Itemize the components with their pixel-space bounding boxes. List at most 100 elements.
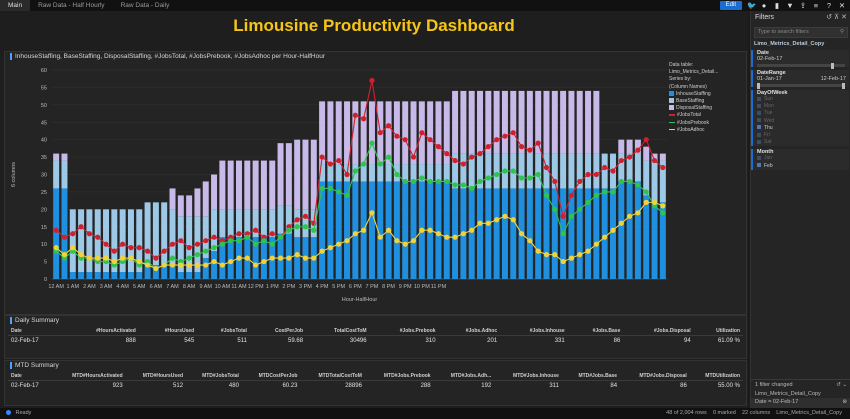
data-point[interactable] xyxy=(419,227,425,233)
bar-segment[interactable] xyxy=(202,258,209,279)
bar-segment[interactable] xyxy=(144,202,151,266)
bar-segment[interactable] xyxy=(551,90,558,154)
bar-segment[interactable] xyxy=(443,181,450,279)
data-point[interactable] xyxy=(502,213,508,219)
data-point[interactable] xyxy=(352,231,358,237)
data-point[interactable] xyxy=(194,262,201,268)
bar-segment[interactable] xyxy=(94,272,101,279)
bar-segment[interactable] xyxy=(277,205,284,234)
bar-segment[interactable] xyxy=(526,153,533,189)
bar-segment[interactable] xyxy=(285,143,292,206)
bar-segment[interactable] xyxy=(127,209,134,273)
data-point[interactable] xyxy=(518,175,525,181)
checkbox-icon[interactable] xyxy=(757,118,761,123)
data-point[interactable] xyxy=(460,161,466,167)
data-point[interactable] xyxy=(377,130,383,136)
bar-segment[interactable] xyxy=(634,153,641,182)
filter-icon[interactable]: ▼ xyxy=(786,1,794,10)
bar-segment[interactable] xyxy=(560,90,567,154)
filter-checkbox-fri[interactable]: Fri xyxy=(757,132,849,139)
tab-main[interactable]: Main xyxy=(0,0,31,11)
legend-item[interactable]: InhouseStaffing xyxy=(669,91,718,98)
data-point[interactable] xyxy=(410,238,417,244)
filter-checkbox-mon[interactable]: Mon xyxy=(757,103,849,110)
bar-segment[interactable] xyxy=(169,265,176,279)
bar-segment[interactable] xyxy=(236,209,242,238)
filter-checkbox-jan[interactable]: Jan xyxy=(757,155,849,162)
bar-segment[interactable] xyxy=(78,272,85,279)
data-point[interactable] xyxy=(494,171,500,178)
data-point[interactable] xyxy=(244,234,250,240)
data-point[interactable] xyxy=(344,238,350,244)
data-point[interactable] xyxy=(236,238,242,244)
bar-segment[interactable] xyxy=(601,188,608,279)
data-point[interactable] xyxy=(427,178,433,185)
data-point[interactable] xyxy=(518,144,525,150)
data-point[interactable] xyxy=(535,140,541,146)
data-point[interactable] xyxy=(568,192,575,198)
bar-segment[interactable] xyxy=(477,153,483,189)
data-point[interactable] xyxy=(552,252,558,258)
data-point[interactable] xyxy=(602,234,608,240)
data-point[interactable] xyxy=(452,182,458,188)
data-point[interactable] xyxy=(344,171,350,178)
data-point[interactable] xyxy=(269,231,275,237)
filter-checkbox-sat[interactable]: Sat xyxy=(757,139,849,146)
bar-segment[interactable] xyxy=(285,205,292,234)
filter-checkbox-wed[interactable]: Wed xyxy=(757,118,849,125)
data-point[interactable] xyxy=(269,255,275,261)
data-point[interactable] xyxy=(302,224,309,230)
data-point[interactable] xyxy=(385,123,392,129)
pin-icon[interactable]: ⊼ xyxy=(834,14,840,21)
data-point[interactable] xyxy=(377,234,383,240)
data-point[interactable] xyxy=(444,178,450,185)
bar-segment[interactable] xyxy=(626,153,633,182)
bar-segment[interactable] xyxy=(659,153,666,161)
bar-segment[interactable] xyxy=(518,153,525,189)
share-icon[interactable]: ⇪ xyxy=(799,1,807,10)
data-point[interactable] xyxy=(477,220,483,226)
bar-segment[interactable] xyxy=(576,188,583,279)
bar-segment[interactable] xyxy=(111,209,118,273)
menu-icon[interactable]: ≡ xyxy=(813,1,819,10)
bar-segment[interactable] xyxy=(468,153,475,189)
table-header-cell[interactable]: MTD#HoursActivated xyxy=(51,372,126,381)
table-header-cell[interactable]: MTD#JobsTotal xyxy=(186,372,242,381)
data-point[interactable] xyxy=(385,227,392,233)
legend-item[interactable]: #JobsPrebook xyxy=(669,120,718,127)
bar-segment[interactable] xyxy=(202,216,209,259)
data-point[interactable] xyxy=(635,147,641,153)
data-point[interactable] xyxy=(602,164,608,171)
data-point[interactable] xyxy=(435,178,442,185)
table-header-cell[interactable]: TotalCostToM xyxy=(306,327,370,336)
bar-segment[interactable] xyxy=(618,139,625,154)
legend-item[interactable]: #JobsTotal xyxy=(669,112,718,119)
bar-segment[interactable] xyxy=(468,188,475,279)
table-header-cell[interactable]: #Jobs.Base xyxy=(567,327,624,336)
x-axis-label[interactable]: Hour-HalfHour xyxy=(342,297,378,303)
data-point[interactable] xyxy=(469,185,475,192)
bar-segment[interactable] xyxy=(543,188,550,279)
bar-segment[interactable] xyxy=(560,153,567,189)
data-point[interactable] xyxy=(477,178,483,185)
data-point[interactable] xyxy=(302,255,309,261)
table-row[interactable]: 02-Feb-17 888 545 511 59.68 30496 310 201 331 86 9… xyxy=(8,336,743,346)
bar-segment[interactable] xyxy=(360,101,367,165)
data-point[interactable] xyxy=(510,130,516,136)
bar-segment[interactable] xyxy=(427,101,434,165)
bar-segment[interactable] xyxy=(452,153,459,189)
data-point[interactable] xyxy=(427,137,433,143)
bar-segment[interactable] xyxy=(152,265,159,279)
bar-segment[interactable] xyxy=(310,139,317,210)
data-point[interactable] xyxy=(286,255,292,261)
data-point[interactable] xyxy=(510,217,516,223)
close-filters-icon[interactable]: ✕ xyxy=(841,14,847,21)
data-point[interactable] xyxy=(502,168,508,174)
data-point[interactable] xyxy=(560,231,566,237)
data-point[interactable] xyxy=(203,248,209,254)
bar-segment[interactable] xyxy=(53,160,60,189)
filter-condition-chip[interactable]: Date = 02-Feb-17 ⊗ xyxy=(751,398,850,408)
data-point[interactable] xyxy=(194,241,201,247)
data-point[interactable] xyxy=(269,241,275,247)
data-point[interactable] xyxy=(435,144,442,150)
